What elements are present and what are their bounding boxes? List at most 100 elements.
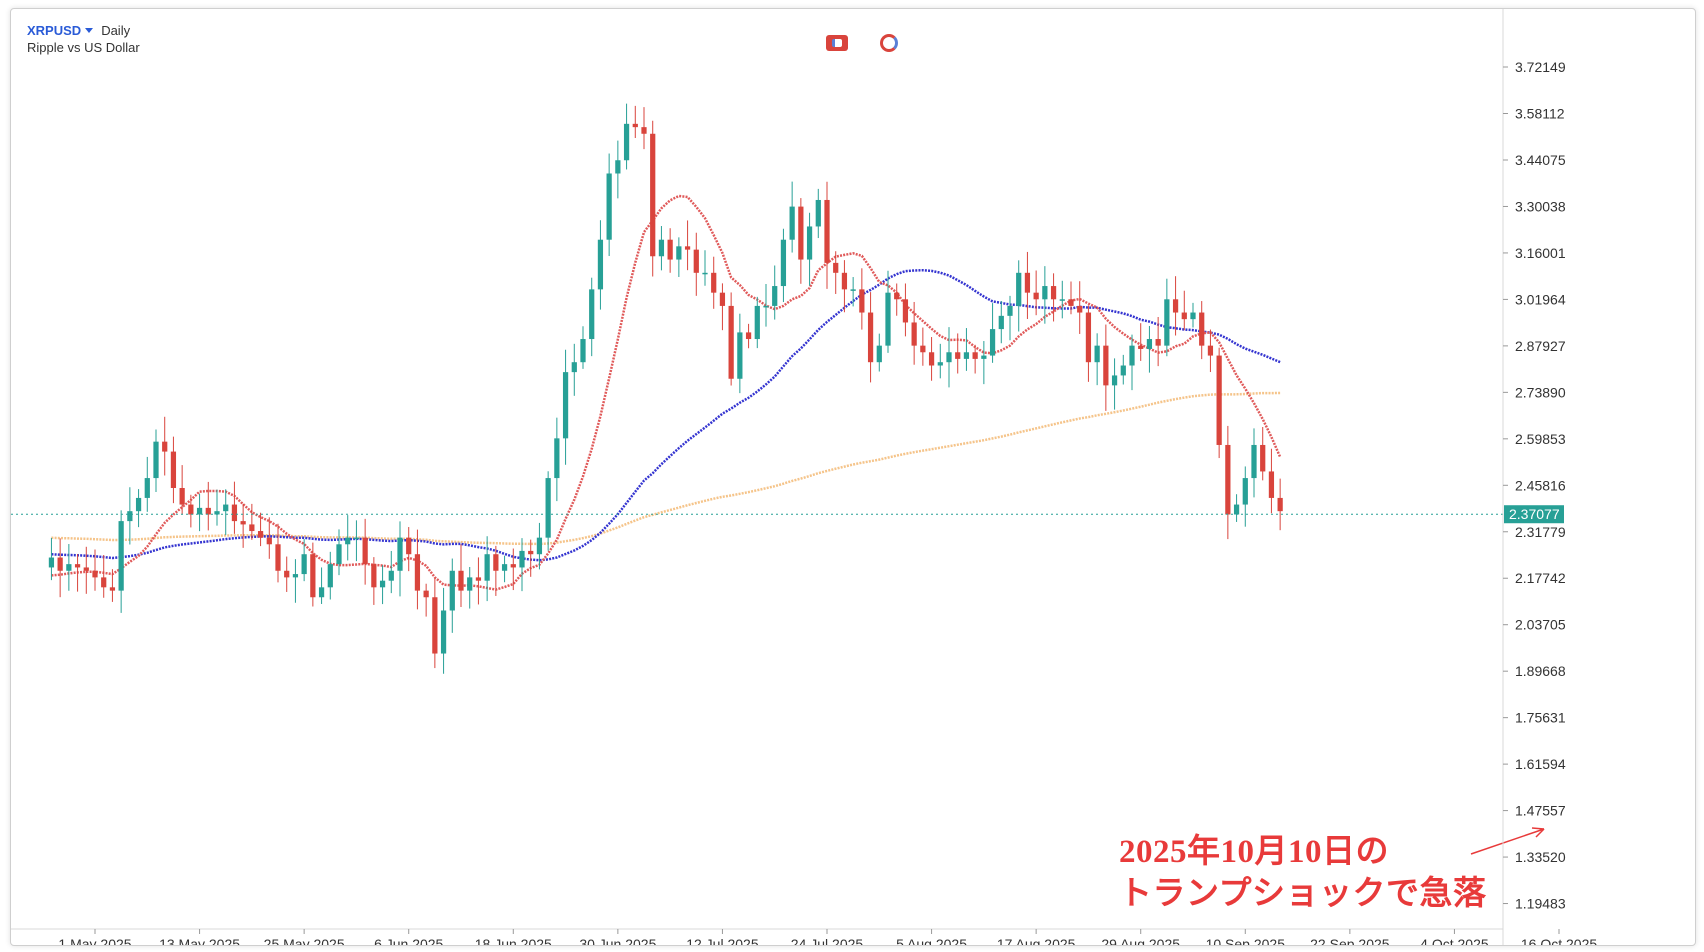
candle-body [257,531,264,538]
candle [789,181,795,253]
candle [981,341,987,385]
candle [179,465,185,515]
y-tick-label: 2.59853 [1515,431,1566,447]
candle [798,198,804,284]
x-tick-label: 24 Jul 2025 [791,936,864,945]
candle-body [536,537,543,555]
candle [859,268,865,330]
candle-body [127,511,133,522]
chevron-down-icon[interactable] [85,28,94,33]
candle [318,567,325,604]
candle-body [292,574,299,578]
candle-body [266,537,272,545]
candle [1059,280,1065,319]
candle-body [188,504,194,515]
candle-body [57,557,63,571]
y-tick-label: 2.87927 [1515,338,1566,354]
candle-body [1033,292,1039,300]
candle-body [1268,471,1275,498]
candle [153,429,159,493]
candle-body [345,537,351,545]
candle [1277,478,1283,531]
candle [475,557,482,605]
candle [458,544,464,608]
candle-body [859,289,865,313]
candle [972,344,978,374]
candle-body [885,292,891,346]
y-tick-label: 1.89668 [1515,663,1566,679]
candle [1190,302,1196,328]
candle [815,188,821,239]
candle [388,550,394,594]
candle-body [589,289,595,340]
candle [667,228,673,273]
candle [693,232,699,296]
y-tick-label: 1.61594 [1515,756,1566,772]
symbol-selector[interactable]: XRPUSD [27,23,82,38]
candle-body [1050,286,1057,300]
candle-body [493,554,499,571]
candle [284,556,290,592]
candle [66,544,72,591]
candle-body [1225,444,1231,515]
candle [501,555,508,583]
candle [536,522,543,570]
candle [902,283,909,337]
candle [1120,354,1126,385]
candle [336,529,342,576]
candle [310,542,316,607]
candle-body [562,372,569,439]
candle-body [1233,504,1240,515]
candle [109,569,116,602]
candle [745,323,752,349]
candle-body [763,305,769,308]
timeframe-label[interactable]: Daily [101,23,131,38]
candle [1094,333,1100,386]
candle [57,538,63,598]
candle-body [449,570,455,611]
candle [1042,266,1048,324]
candle [641,107,647,150]
candle [632,105,638,138]
candle-body [641,127,647,134]
candle [955,333,961,374]
candle-body [1138,345,1144,349]
candle-body [1007,305,1013,316]
candle [214,489,220,526]
candle [963,328,970,371]
candle [362,518,368,585]
price-chart[interactable]: 2.37077 3.72149 3.58112 3.44075 3.30038 3.16… [11,9,1695,945]
candle-body [1277,497,1283,512]
candle-body [231,504,238,522]
candle-body [214,511,220,515]
candle [711,256,717,309]
candle-body [414,554,421,591]
candle-body [1129,345,1135,366]
candle-body [1111,375,1118,386]
candle-body [928,352,935,366]
candle [946,327,952,388]
candle [1129,334,1135,391]
candle [493,545,499,596]
candle [1068,281,1074,315]
candle-body [911,322,917,346]
candle [467,566,473,609]
candle [754,296,760,349]
candle [1199,301,1205,360]
candle [676,237,682,277]
toolbar-icons [826,34,898,52]
y-tick-label: 2.03705 [1515,617,1566,633]
candle [423,583,429,617]
candle [1260,427,1266,481]
candle-body [684,246,691,250]
depth-of-market-icon[interactable] [880,34,898,52]
trade-panel-icon[interactable] [826,35,848,51]
candle [240,503,246,548]
candle-body [1164,299,1170,346]
candle [885,270,891,353]
candle-body [379,580,386,588]
candle-body [606,173,612,240]
candle-body [1242,478,1248,505]
ma-short-line [51,194,1282,591]
candle [554,417,560,502]
